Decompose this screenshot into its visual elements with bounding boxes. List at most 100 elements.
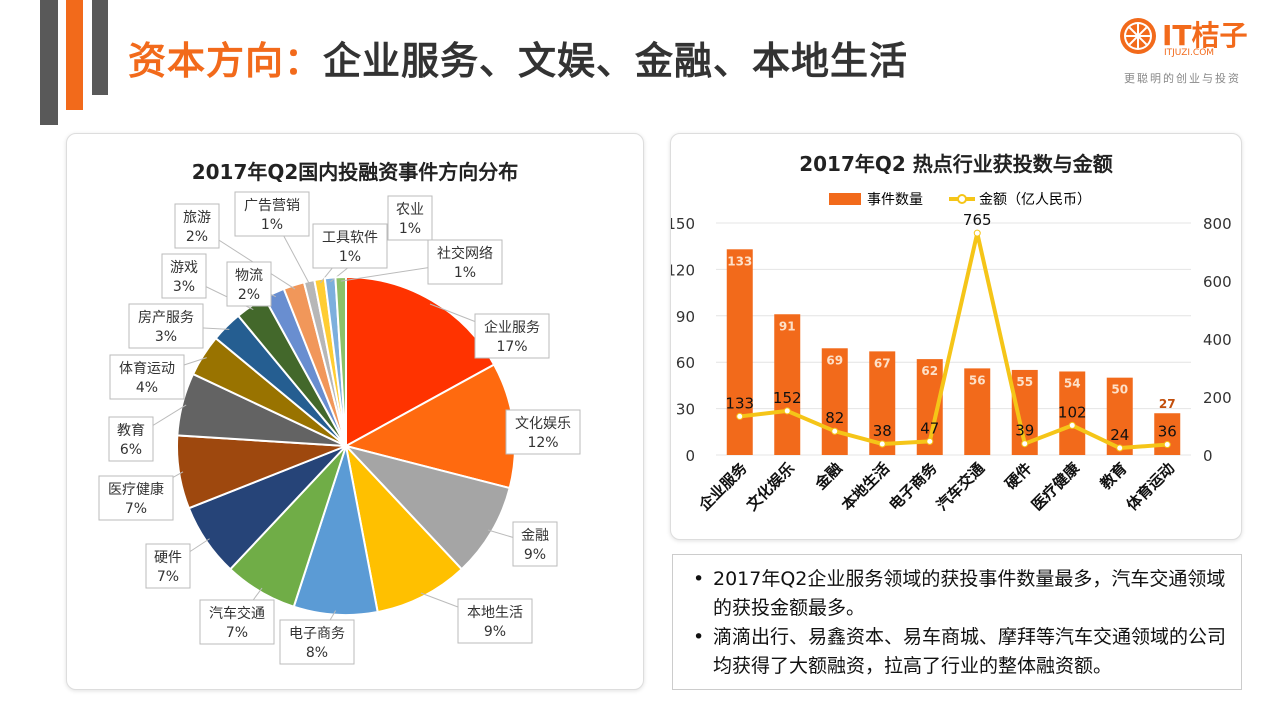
pie-slice-3 — [344, 442, 464, 614]
legend-marker — [957, 194, 967, 204]
bar-value-label: 55 — [1016, 375, 1033, 389]
pie-value-label: 1% — [399, 221, 421, 237]
x-tick-label: 企业服务 — [695, 458, 752, 515]
bar-3 — [869, 351, 896, 455]
pie-label: 本地生活 — [467, 605, 523, 621]
pie-label-box — [512, 521, 558, 567]
pie-value-label: 12% — [527, 435, 558, 451]
bar-value-label: 56 — [969, 373, 986, 387]
line-point-5 — [973, 229, 981, 237]
y-left-tick: 120 — [671, 261, 695, 279]
pie-label: 物流 — [235, 268, 263, 284]
logo-domain: ITJUZI.COM — [1164, 48, 1215, 58]
x-tick-label: 体育运动 — [1123, 459, 1178, 514]
x-tick-label: 文化娱乐 — [743, 459, 798, 514]
pie-label-box — [108, 416, 154, 462]
pie-label: 工具软件 — [322, 230, 378, 246]
pie-label: 硬件 — [154, 550, 182, 566]
pie-chart-panel: 2017年Q2国内投融资事件方向分布 企业服务 17% 文化娱乐 12% 金融 9% 本地生… — [66, 133, 644, 690]
y-left-tick: 90 — [676, 308, 695, 326]
bar-7 — [1059, 371, 1086, 455]
line-value-label: 765 — [963, 211, 992, 229]
pie-label-box — [145, 543, 191, 589]
line-point-2 — [831, 427, 839, 435]
pie-label-box — [199, 599, 275, 645]
line-point-8 — [1116, 444, 1124, 452]
line-value-label: 82 — [825, 409, 844, 427]
bar-value-label: 91 — [779, 319, 796, 333]
pie-label-box — [505, 409, 581, 455]
pie-label: 广告营销 — [244, 198, 300, 214]
line-value-label: 36 — [1158, 423, 1177, 441]
title-rest: 企业服务、文娱、金融、本地生活 — [323, 39, 909, 83]
pie-value-label: 7% — [226, 625, 248, 641]
pie-label-box — [161, 253, 207, 299]
pie-value-label: 2% — [238, 287, 260, 303]
notes-box: 2017年Q2企业服务领域的获投事件数量最多，汽车交通领域的获投金额最多。 滴滴… — [672, 554, 1242, 690]
pie-label: 教育 — [117, 423, 145, 439]
logo: IT桔子 ITJUZI.COM 更聪明的创业与投资 — [1118, 14, 1268, 89]
bar-value-label: 27 — [1159, 397, 1176, 411]
y-right-tick: 800 — [1203, 215, 1232, 233]
line-point-7 — [1068, 421, 1076, 429]
x-tick-label: 电子商务 — [885, 458, 941, 514]
pie-label: 汽车交通 — [209, 605, 265, 622]
x-tick-label: 金融 — [811, 459, 846, 494]
bar-value-label: 62 — [921, 364, 938, 378]
pie-label: 旅游 — [183, 210, 211, 226]
line-value-label: 47 — [920, 419, 939, 437]
x-tick-label: 医疗健康 — [1028, 458, 1084, 514]
pie-value-label: 7% — [157, 569, 179, 585]
decor-bar-gray — [40, 0, 58, 125]
bar-chart-panel: 2017年Q2 热点行业获投数与金额 事件数量 金额（亿人民币） 0 30 60 90… — [670, 133, 1242, 540]
pie-value-label: 3% — [173, 279, 195, 295]
pie-label: 体育运动 — [119, 361, 175, 377]
pie-slice-2 — [342, 444, 511, 571]
y-right-tick: 0 — [1203, 447, 1213, 465]
bar-line-chart: 事件数量 金额（亿人民币） 0 30 60 90 120 150 0 200 400 600 800… — [671, 192, 1232, 515]
pie-label-box — [427, 239, 503, 285]
pie-label-box — [474, 313, 550, 359]
bar-5 — [964, 368, 991, 455]
pie-label-box — [226, 261, 272, 307]
pie-value-label: 9% — [524, 547, 546, 563]
x-tick-label: 汽车交通 — [933, 459, 988, 514]
pie-value-label: 2% — [186, 229, 208, 245]
orange-slice-icon — [1120, 18, 1156, 54]
pie-chart: 企业服务 17% 文化娱乐 12% 金融 9% 本地生活 9% 电子商务 8% 汽车交通 7% 硬件 7%… — [98, 191, 581, 665]
bar-2 — [821, 348, 848, 455]
x-tick-label: 教育 — [1096, 459, 1131, 494]
pie-label-box — [128, 303, 204, 349]
bar-value-label: 67 — [874, 356, 891, 370]
pie-value-label: 4% — [136, 380, 158, 396]
pie-label: 社交网络 — [437, 245, 493, 262]
pie-value-label: 1% — [261, 217, 283, 233]
line-point-3 — [878, 440, 886, 448]
pie-chart-title: 2017年Q2国内投融资事件方向分布 — [191, 160, 519, 184]
y-right-tick: 400 — [1203, 331, 1232, 349]
note-item: 2017年Q2企业服务领域的获投事件数量最多，汽车交通领域的获投金额最多。 — [685, 565, 1231, 623]
line-value-label: 24 — [1110, 426, 1129, 444]
pie-label: 电子商务 — [289, 626, 345, 642]
bar-0 — [726, 249, 753, 455]
pie-value-label: 1% — [339, 249, 361, 265]
pie-value-label: 7% — [125, 501, 147, 517]
line-value-label: 152 — [773, 389, 802, 407]
pie-label: 游戏 — [170, 260, 198, 276]
logo-name: IT桔子 — [1162, 19, 1248, 52]
pie-slice-17 — [334, 275, 347, 447]
line-point-9 — [1163, 441, 1171, 449]
note-item: 滴滴出行、易鑫资本、易车商城、摩拜等汽车交通领域的公司均获得了大额融资，拉高了行… — [685, 623, 1231, 681]
y-right-tick: 200 — [1203, 389, 1232, 407]
line-point-0 — [736, 412, 744, 420]
bar-value-label: 133 — [727, 254, 752, 268]
pie-label: 房产服务 — [138, 310, 194, 326]
pie-value-label: 1% — [454, 265, 476, 281]
x-tick-label: 硬件 — [1002, 459, 1036, 493]
line-point-4 — [926, 437, 934, 445]
pie-label-box — [312, 223, 388, 269]
logo-slogan: 更聪明的创业与投资 — [1124, 72, 1241, 85]
pie-value-label: 6% — [120, 442, 142, 458]
bar-chart-title: 2017年Q2 热点行业获投数与金额 — [799, 152, 1113, 176]
pie-label: 农业 — [396, 202, 424, 218]
